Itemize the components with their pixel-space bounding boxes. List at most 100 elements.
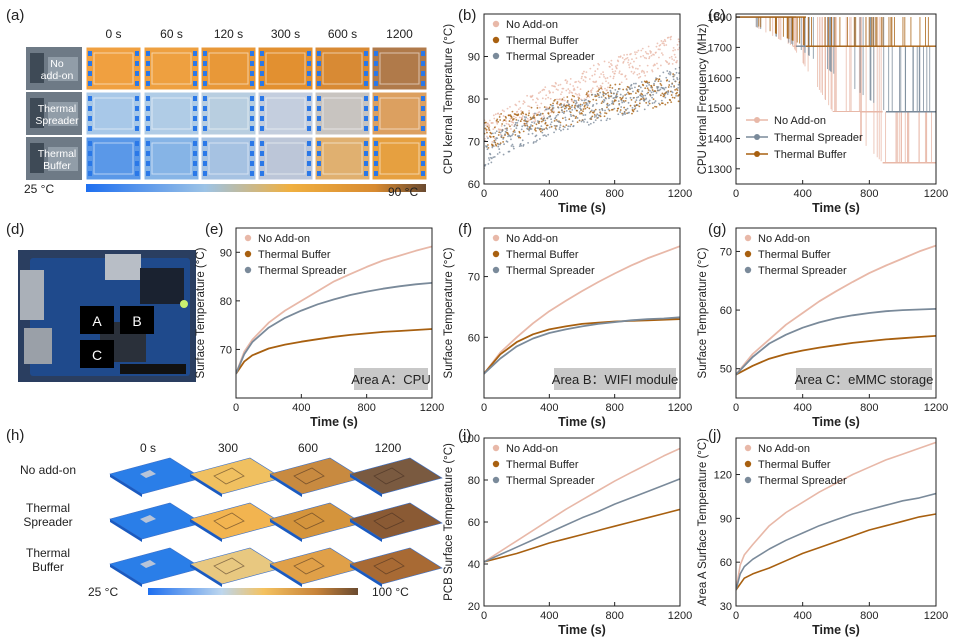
scatter-point (618, 70, 621, 73)
scatter-point (616, 109, 619, 112)
legend-marker (492, 36, 500, 44)
scatter-point (520, 128, 523, 131)
series-line (736, 244, 936, 376)
y-tick-label: 80 (468, 94, 480, 106)
scatter-point (531, 94, 534, 97)
thermal-pin (250, 151, 254, 156)
scatter-point (649, 89, 652, 92)
simulation-board (269, 502, 363, 540)
scatter-point (501, 123, 504, 125)
series-line (484, 447, 680, 563)
scatter-point (635, 67, 637, 70)
scatter-point (674, 80, 676, 83)
scatter-point (624, 108, 627, 111)
scatter-point (594, 95, 597, 98)
scatter-point (582, 114, 585, 117)
scatter-point (575, 100, 578, 102)
legend-label: No Add-on (758, 233, 810, 245)
frequency-series (736, 16, 936, 47)
scatter-point (554, 98, 556, 101)
scatter-point (626, 89, 628, 92)
scatter-point (532, 98, 534, 101)
scatter-point (641, 93, 644, 96)
scatter-point (561, 117, 564, 120)
thermal-cell (257, 91, 314, 136)
scatter-point (514, 123, 517, 126)
y-axis-label: CPU kernal Frequency (MHz) (697, 23, 709, 174)
legend-marker (744, 444, 752, 452)
scatter-point (678, 72, 680, 74)
scatter-point (591, 74, 594, 77)
row-label: Spreader (23, 515, 72, 529)
scatter-point (588, 111, 591, 114)
scatter-point (634, 51, 636, 54)
hdmi-port (105, 254, 141, 280)
scatter-point (543, 88, 546, 91)
scatter-point (649, 94, 652, 97)
panel-letter-b: (b) (458, 7, 476, 24)
scatter-point (600, 119, 603, 122)
scatter-point (652, 98, 655, 101)
scatter-point (636, 68, 639, 70)
thermal-pin (193, 116, 197, 121)
scatter-point (643, 56, 646, 59)
thermal-pin (260, 116, 264, 121)
scatter-point (538, 138, 541, 140)
thermal-pin (146, 161, 150, 166)
scatter-point (602, 94, 605, 97)
simulation-board-edge (270, 519, 302, 542)
scatter-point (505, 120, 507, 123)
scatter-point (562, 112, 565, 115)
y-axis-label: Surface Temperature (°C) (697, 247, 709, 378)
scatter-point (659, 48, 661, 51)
x-tick-label: 1200 (924, 188, 948, 200)
x-tick-label: 0 (481, 188, 487, 200)
thermal-pin (88, 61, 92, 66)
scatter-point (561, 111, 564, 114)
y-tick-label: 1700 (708, 42, 732, 54)
scatter-point (534, 112, 536, 115)
scatter-point (606, 77, 609, 79)
scatter-point (672, 75, 675, 78)
time-label: 1200 (375, 441, 402, 455)
scatter-point (576, 93, 578, 96)
scatter-point (556, 120, 559, 123)
thermal-pin (135, 96, 139, 101)
simulation-board (349, 547, 443, 585)
thermal-pin (421, 61, 425, 66)
scatter-point (508, 120, 511, 122)
scatter-point (590, 109, 593, 112)
scatter-point (670, 94, 673, 96)
scatter-point (536, 139, 538, 142)
scatter-point (593, 110, 596, 112)
scatter-point (672, 46, 675, 49)
y-tick-label: 40 (468, 559, 480, 571)
legend-marker (492, 20, 500, 28)
scatter-point (669, 99, 672, 102)
thermal-pin (88, 106, 92, 111)
scatter-point (574, 107, 577, 110)
scatter-point (575, 80, 578, 83)
x-tick-label: 400 (540, 610, 558, 622)
scatter-point (600, 102, 603, 104)
simulation-board-edge (110, 564, 142, 587)
scatter-point (568, 110, 571, 113)
simulation-board (349, 457, 443, 495)
scatter-point (648, 83, 651, 86)
scatter-point (586, 96, 588, 99)
scatter-point (661, 92, 664, 95)
scatter-point (493, 117, 496, 120)
legend-marker (492, 250, 500, 258)
scatter-point (543, 106, 546, 108)
thermal-pin (135, 161, 139, 166)
scatter-point (672, 78, 675, 81)
chart-f: 0 400 800 1200 60 70 Time (s) Surface Temperatu… (443, 227, 692, 429)
scatter-point (563, 126, 566, 129)
scatter-point (540, 125, 543, 128)
scatter-point (651, 102, 654, 105)
row-label: No (50, 58, 64, 70)
simulation-board-edge (350, 474, 382, 497)
scatter-point (626, 107, 629, 110)
thermal-cell (314, 91, 371, 136)
